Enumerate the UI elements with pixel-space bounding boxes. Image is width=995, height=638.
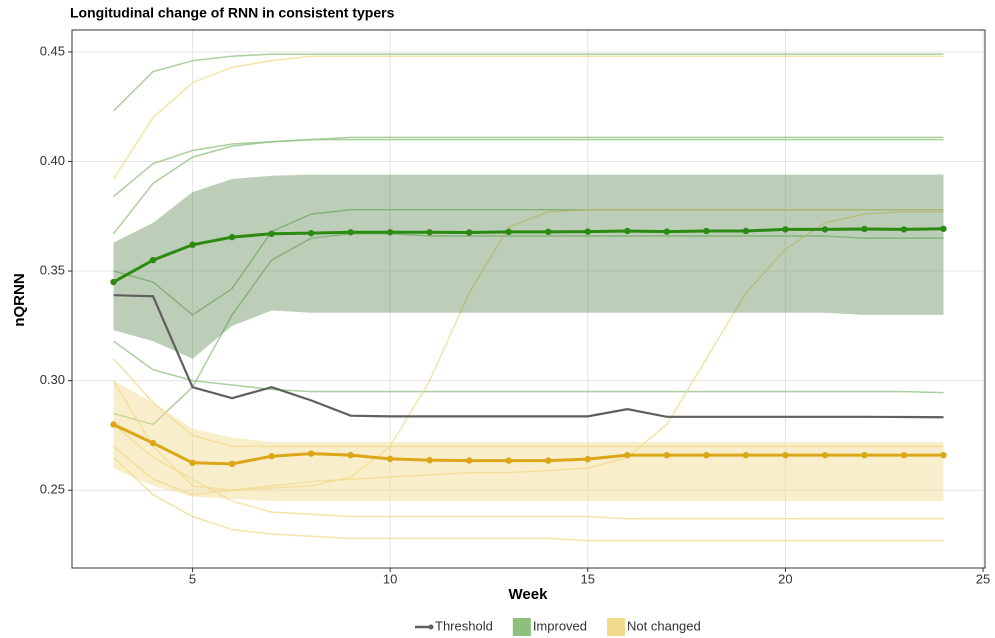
data-point [189, 459, 196, 467]
y-tick-label: 0.25 [40, 482, 65, 497]
data-point [505, 457, 512, 464]
data-point [900, 451, 908, 459]
data-point [584, 228, 591, 235]
data-point [782, 451, 789, 459]
series-line [112, 423, 944, 466]
y-axis-label: nQRNN [11, 273, 28, 326]
data-point [110, 421, 117, 428]
data-point [228, 460, 236, 468]
individual-line [113, 340, 944, 394]
x-tick-label: 25 [976, 571, 990, 586]
data-point [228, 233, 236, 241]
x-axis-label: Week [509, 586, 549, 603]
data-point [584, 455, 591, 463]
data-point [466, 457, 473, 464]
individual-line [112, 456, 944, 542]
data-point [307, 450, 315, 457]
x-tick-label: 15 [581, 571, 595, 586]
y-tick-label: 0.40 [40, 153, 65, 168]
x-tick-label: 20 [778, 571, 792, 586]
data-point [386, 455, 394, 463]
chart-title: Longitudinal change of RNN in consistent… [70, 5, 395, 21]
data-point [545, 228, 552, 236]
individual-line [112, 208, 944, 491]
legend-key [428, 624, 434, 630]
data-point [189, 241, 196, 248]
data-point [821, 226, 829, 233]
data-point [900, 226, 908, 233]
data-point [347, 229, 354, 236]
series-line [113, 294, 944, 419]
data-point [782, 226, 789, 233]
legend-label: Not changed [627, 618, 701, 633]
data-point [703, 227, 710, 235]
individual-line [112, 53, 944, 112]
x-tick-label: 5 [189, 571, 196, 586]
data-point [703, 451, 710, 459]
series-line [112, 227, 944, 284]
data-point [821, 451, 829, 459]
data-point [742, 451, 750, 459]
data-point [268, 453, 275, 460]
data-point [347, 451, 354, 459]
legend-label: Improved [533, 618, 587, 633]
individual-line [112, 358, 944, 448]
plot-border [71, 29, 986, 569]
data-point [426, 456, 433, 464]
data-point [861, 225, 868, 233]
data-point [466, 229, 473, 236]
data-point [624, 227, 631, 235]
y-tick-label: 0.35 [40, 262, 65, 277]
data-point [149, 256, 157, 264]
data-point [545, 457, 552, 464]
data-point [149, 439, 157, 447]
data-point [663, 228, 671, 235]
data-point [861, 451, 868, 459]
data-point [505, 228, 512, 236]
legend-key [512, 618, 531, 636]
data-point [624, 451, 631, 459]
y-tick-label: 0.30 [40, 372, 65, 387]
legend-label: Threshold [435, 618, 493, 633]
data-point [268, 230, 275, 238]
confidence-band [113, 380, 944, 502]
y-tick-label: 0.45 [40, 43, 65, 58]
data-point [110, 278, 117, 286]
individual-line [112, 55, 944, 180]
data-point [742, 227, 750, 235]
data-point [663, 451, 671, 459]
x-tick-label: 10 [383, 571, 397, 586]
individual-line [113, 136, 944, 198]
individual-line [112, 138, 944, 235]
individual-line [113, 211, 944, 496]
data-point [307, 229, 315, 237]
data-point [940, 451, 947, 459]
data-point [386, 229, 394, 236]
confidence-band [113, 174, 944, 359]
data-point [426, 229, 433, 236]
individual-line [113, 423, 944, 520]
legend-key [607, 618, 626, 636]
data-point [940, 225, 947, 232]
